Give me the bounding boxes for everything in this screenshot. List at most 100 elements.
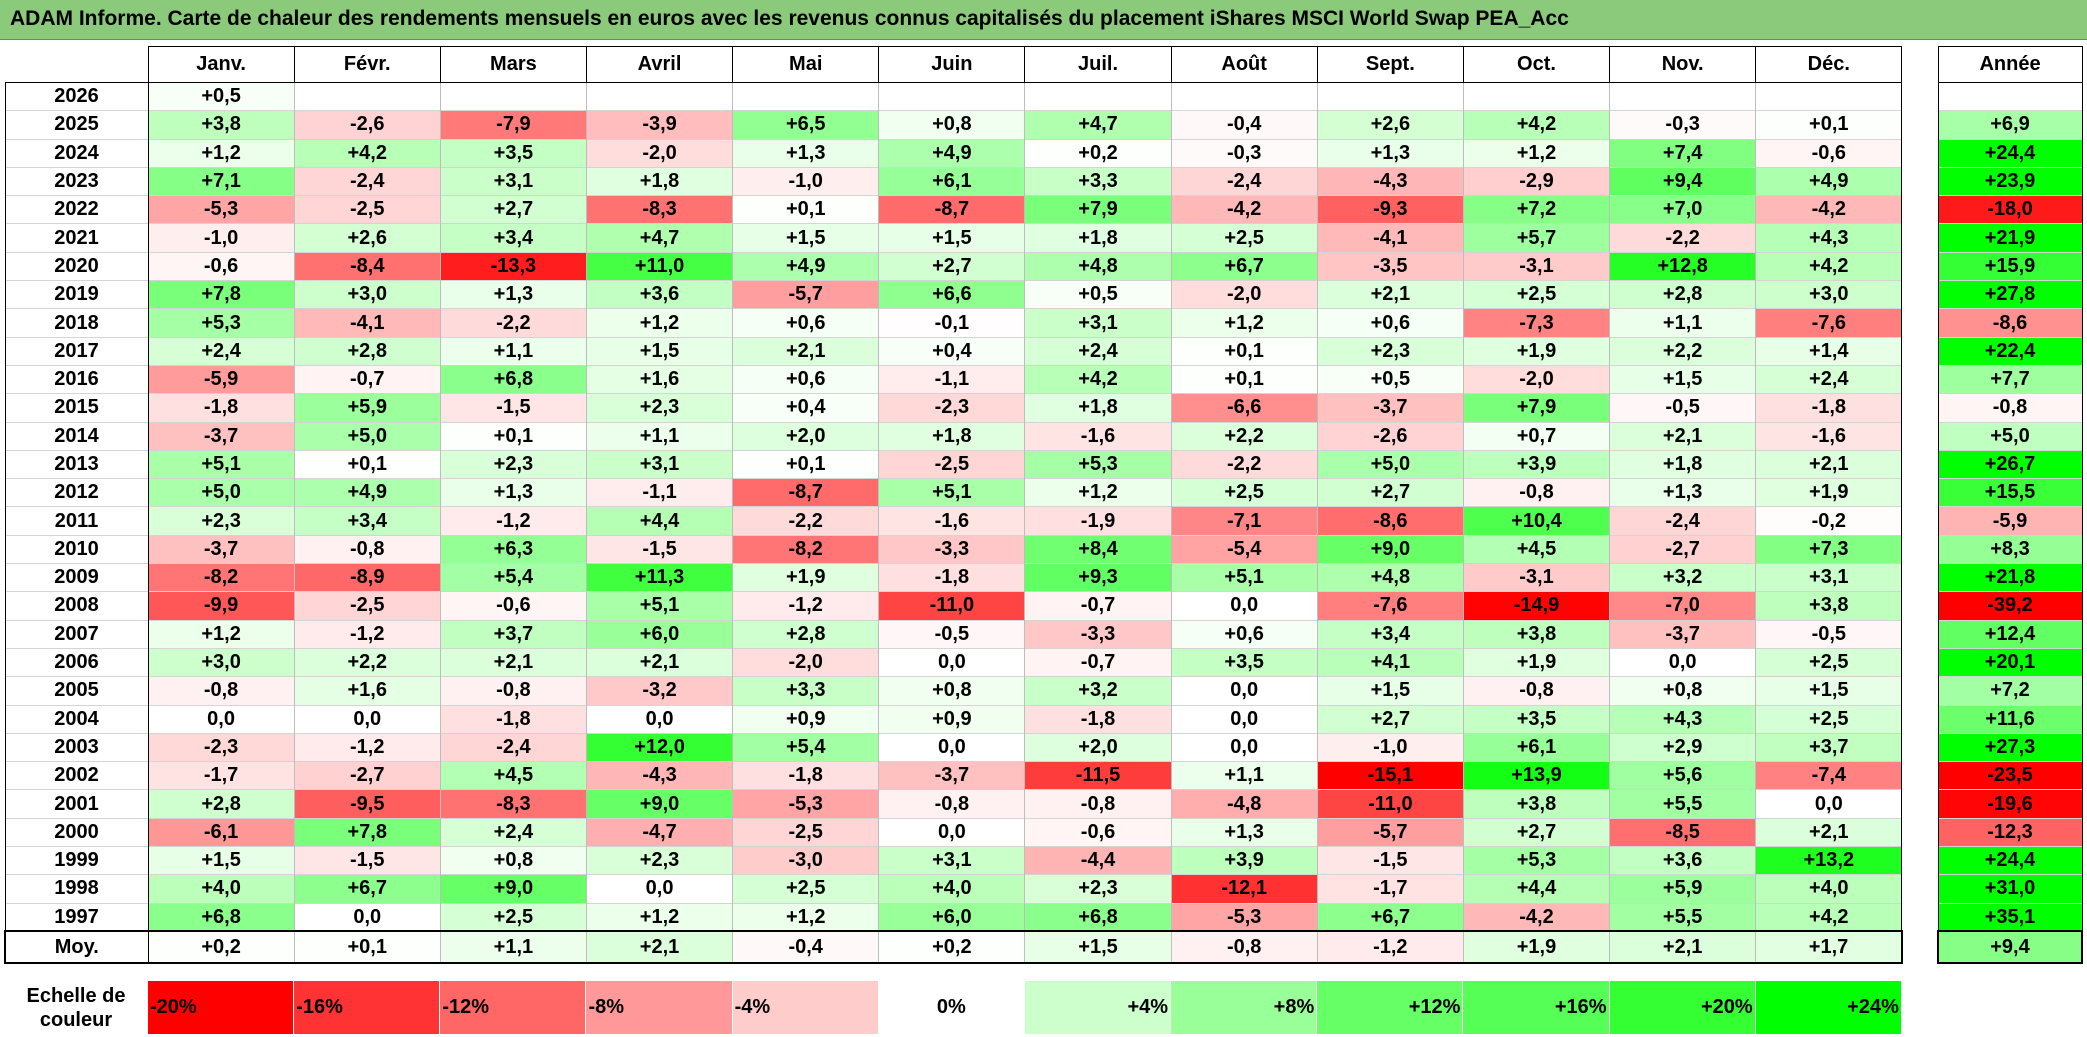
color-scale-swatch: +24% (1754, 980, 1902, 1035)
heatmap-cell: +2,1 (585, 647, 733, 677)
heatmap-cell: +3,0 (147, 647, 295, 677)
annual-cell: +26,7 (1937, 449, 2083, 479)
heatmap-cell: -2,5 (732, 817, 879, 847)
heatmap-cell: +1,1 (585, 421, 733, 451)
color-scale-label: Echelle de couleur (4, 980, 148, 1035)
heatmap-cell: +0,6 (1170, 619, 1318, 649)
heatmap-cell: +5,3 (1024, 449, 1172, 479)
heatmap-cell: -0,6 (1024, 817, 1172, 847)
annual-cell: -18,0 (1937, 195, 2083, 224)
heatmap-cell: -0,8 (1462, 676, 1610, 706)
heatmap-cell: +9,3 (1024, 563, 1172, 592)
heatmap-cell: -3,3 (878, 534, 1025, 564)
heatmap-cell: -6,1 (147, 817, 295, 847)
heatmap-cell: -1,8 (878, 563, 1025, 592)
heatmap-cell: +2,7 (1316, 704, 1464, 734)
table-row: 2008 -9,9 -2,5 -0,6 +5,1 -1,2 -11,0 -0,7 0,0 -7,6… (4, 591, 1903, 621)
heatmap-cell: +0,7 (1462, 421, 1610, 451)
annual-cell: +24,4 (1937, 846, 2083, 875)
heatmap-cell: +4,7 (585, 223, 733, 253)
heatmap-cell: -2,4 (293, 166, 441, 196)
heatmap-cell: +7,8 (293, 817, 441, 847)
heatmap-cell: +2,7 (1462, 817, 1610, 847)
month-header: Mars (439, 46, 587, 83)
heatmap-cell: +3,5 (1170, 647, 1318, 677)
heatmap-cell: -0,3 (1170, 138, 1318, 168)
heatmap-cell: +4,4 (585, 506, 733, 536)
heatmap-cell: +1,5 (732, 223, 879, 253)
year-label: 2020 (4, 251, 149, 281)
heatmap-cell: +7,4 (1609, 138, 1756, 168)
heatmap-cell: +5,1 (1170, 563, 1318, 592)
heatmap-cell: -4,2 (1462, 902, 1610, 932)
heatmap-cell: -7,1 (1170, 506, 1318, 536)
heatmap-cell: +0,6 (1316, 308, 1464, 338)
heatmap-cell: -5,7 (732, 280, 879, 309)
heatmap-cell: +2,8 (732, 619, 879, 649)
table-row: 2002 -1,7 -2,7 +4,5 -4,3 -1,8 -3,7 -11,5 +1,1 -15… (4, 761, 1903, 790)
heatmap-cell: -1,5 (1316, 846, 1464, 875)
heatmap-cell: +4,9 (878, 138, 1025, 168)
heatmap-cell: +2,1 (1316, 280, 1464, 309)
color-scale-swatch: -8% (585, 980, 733, 1035)
heatmap-cell: +6,1 (878, 166, 1025, 196)
heatmap-cell: -2,6 (1316, 421, 1464, 451)
heatmap-cell: +3,8 (1462, 789, 1610, 819)
heatmap-cell: +1,9 (1755, 478, 1903, 507)
heatmap-cell: +3,2 (1609, 563, 1756, 592)
heatmap-cell: -2,2 (1609, 223, 1756, 253)
annual-cell: -5,9 (1937, 506, 2083, 536)
heatmap-cell: -15,1 (1316, 761, 1464, 790)
heatmap-cell: -1,0 (147, 223, 295, 253)
heatmap-cell: +5,3 (147, 308, 295, 338)
heatmap-cell: +10,4 (1462, 506, 1610, 536)
year-label: 2001 (4, 789, 149, 819)
heatmap-cell: -8,9 (293, 563, 441, 592)
heatmap-cell: -2,0 (1462, 364, 1610, 394)
annual-row: +5,0 (1937, 421, 2083, 451)
heatmap-cell: -1,6 (1755, 421, 1903, 451)
heatmap-cell: +3,3 (1024, 166, 1172, 196)
heatmap-cell: +1,9 (1462, 336, 1610, 366)
heatmap-cell (293, 81, 441, 111)
heatmap-cell: +1,2 (732, 902, 879, 932)
heatmap-cell: +0,4 (878, 336, 1025, 366)
heatmap-cell: +1,8 (1024, 393, 1172, 423)
heatmap-cell: -0,8 (147, 676, 295, 706)
heatmap-cell: +1,2 (585, 902, 733, 932)
heatmap-cell: +2,5 (1170, 223, 1318, 253)
annual-row: +22,4 (1937, 336, 2083, 366)
heatmap-cell: +1,3 (1609, 478, 1756, 507)
heatmap-cell (1316, 81, 1464, 111)
month-header: Janv. (147, 46, 295, 83)
heatmap-cell: +2,1 (439, 647, 587, 677)
heatmap-cell: -6,6 (1170, 393, 1318, 423)
annual-row: -19,6 (1937, 789, 2083, 819)
heatmap-cell: +4,2 (1755, 251, 1903, 281)
heatmap-cell: +0,1 (732, 195, 879, 224)
heatmap-cell: +4,9 (293, 478, 441, 507)
heatmap-cell: +2,0 (1024, 732, 1172, 762)
heatmap-cell: -4,4 (1024, 846, 1172, 875)
heatmap-cell: -1,2 (293, 732, 441, 762)
annual-row: -18,0 (1937, 195, 2083, 224)
heatmap-cell: -5,7 (1316, 817, 1464, 847)
heatmap-cell: +7,9 (1024, 195, 1172, 224)
heatmap-cell: -3,3 (1024, 619, 1172, 649)
heatmap-cell: +3,0 (1755, 280, 1903, 309)
annual-cell: +21,8 (1937, 563, 2083, 592)
average-cell: -0,4 (732, 930, 879, 965)
heatmap-cell: +2,4 (147, 336, 295, 366)
heatmap-cell: +6,8 (1024, 902, 1172, 932)
color-scale-swatch: -12% (439, 980, 587, 1035)
heatmap-cell: +2,5 (732, 874, 879, 904)
heatmap-cell: +1,9 (1462, 647, 1610, 677)
heatmap-cell: +2,3 (147, 506, 295, 536)
heatmap-cell: -0,5 (878, 619, 1025, 649)
heatmap-cell: -0,6 (147, 251, 295, 281)
year-label: 2026 (4, 81, 149, 111)
heatmap-cell: -4,3 (585, 761, 733, 790)
heatmap-cell: +5,5 (1609, 789, 1756, 819)
heatmap-cell: -5,9 (147, 364, 295, 394)
heatmap-cell: +5,9 (293, 393, 441, 423)
